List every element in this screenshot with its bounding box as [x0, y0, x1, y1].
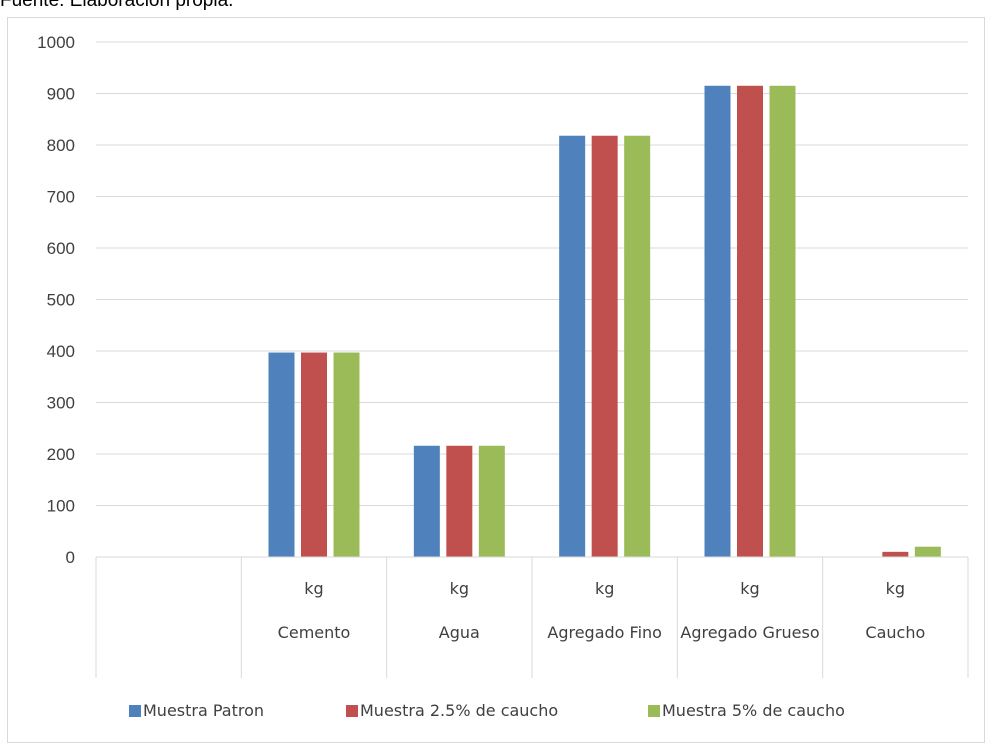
bar [413, 445, 440, 557]
category-unit-label: kg [740, 579, 759, 598]
chart-frame [7, 17, 985, 743]
bar [882, 551, 909, 557]
legend: Muestra Patron Muestra 2.5% de caucho Mues… [129, 701, 845, 720]
bars [268, 85, 941, 558]
bar [704, 85, 731, 558]
legend-swatch [346, 705, 358, 717]
bar [559, 135, 586, 558]
legend-swatch [648, 705, 660, 717]
category-unit-label: kg [304, 579, 323, 598]
x-axis: kg Cemento kg Agua kg Agregado Fino kg Agregado… [95, 556, 969, 678]
category-name-label: Cemento [278, 623, 351, 642]
legend-swatch [129, 705, 141, 717]
bar [268, 352, 295, 557]
bar [769, 85, 796, 558]
y-tick-label: 100 [47, 497, 75, 516]
bar [478, 445, 505, 557]
y-tick-label: 800 [47, 136, 75, 155]
y-tick-label: 900 [47, 85, 75, 104]
y-tick-label: 300 [47, 394, 75, 413]
legend-label: Muestra Patron [143, 701, 264, 720]
bar [446, 445, 473, 557]
y-tick-label: 0 [66, 548, 75, 567]
category-name-label: Agregado Grueso [680, 623, 819, 642]
bar [737, 85, 763, 558]
source-note: Fuente: Elaboración propia. [0, 0, 234, 11]
gridlines [96, 41, 968, 506]
category-name-label: Agua [439, 623, 480, 642]
category-name-label: Caucho [865, 623, 925, 642]
y-axis: 0 100 200 300 400 500 600 700 800 900 1000 [37, 33, 75, 567]
bar [914, 546, 941, 557]
category-unit-label: kg [450, 579, 469, 598]
y-tick-label: 700 [47, 188, 75, 207]
bar [333, 352, 360, 557]
y-tick-label: 200 [47, 445, 75, 464]
y-tick-label: 1000 [37, 33, 75, 52]
y-tick-label: 400 [47, 342, 75, 361]
y-tick-label: 600 [47, 239, 75, 258]
y-tick-label: 500 [47, 291, 75, 310]
legend-label: Muestra 5% de caucho [662, 701, 845, 720]
bar [301, 352, 327, 557]
category-unit-label: kg [595, 579, 614, 598]
category-name-label: Agregado Fino [547, 623, 662, 642]
legend-label: Muestra 2.5% de caucho [360, 701, 558, 720]
category-unit-label: kg [886, 579, 905, 598]
bar [591, 135, 618, 558]
bar [624, 135, 651, 558]
